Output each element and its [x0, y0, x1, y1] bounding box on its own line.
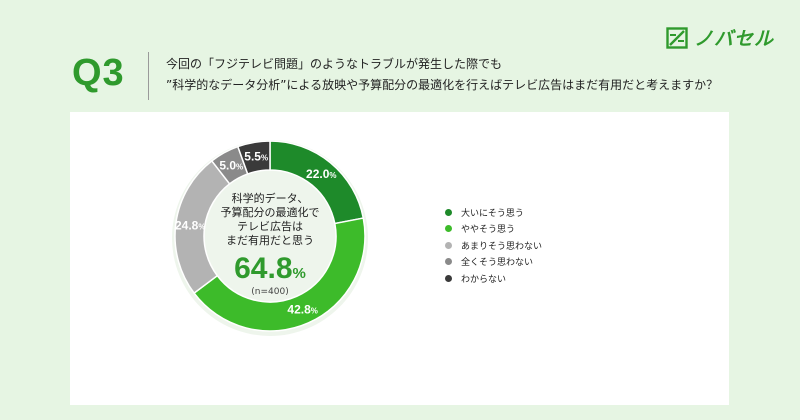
slice-value-label-2: 42.8%: [287, 303, 317, 317]
slice-value-label-4: 5.0%: [219, 158, 243, 172]
center-label-line3: テレビ広告は: [237, 220, 303, 233]
question-number: Q3: [72, 52, 125, 94]
center-value-number: 64.8: [234, 252, 293, 285]
question-text-line1: 今回の「フジテレビ問題」のようなトラブルが発生した際でも: [166, 57, 503, 71]
brand-name: ノバセル: [694, 28, 775, 50]
donut-slice-2: [193, 217, 366, 332]
legend-item-3: あまりそう思わない: [445, 237, 542, 253]
legend-label: 全くそう思わない: [461, 258, 534, 268]
legend-item-2: ややそう思う: [445, 221, 542, 237]
legend-swatch: [445, 274, 452, 282]
center-sample-size: (n=400): [251, 287, 289, 297]
center-value: 64.8%: [190, 252, 350, 286]
center-label-line2: 予算配分の最適化で: [220, 206, 320, 219]
legend-swatch: [445, 258, 452, 265]
center-value-unit: %: [292, 265, 306, 282]
legend-swatch: [445, 225, 452, 232]
slice-value-label-1: 22.0%: [306, 167, 336, 181]
chart-card: 22.0% 42.8% 24.8% 5.0% 5.5% 大いにそう思う ややそう思うあまり…: [70, 112, 729, 405]
question-text-line2: ”科学的なデータ分析”による放映や予算配分の最適化を行えばテレビ広告はまだ有用だ…: [166, 78, 719, 92]
slice-value-label-3: 24.8%: [175, 218, 205, 232]
brand-logo: ノバセル: [666, 24, 774, 51]
brand-logo-icon: [666, 26, 688, 49]
donut-chart: 22.0% 42.8% 24.8% 5.0%5.5%: [172, 140, 368, 336]
legend-item-5: わからない: [445, 270, 542, 286]
question-divider: [148, 52, 149, 100]
center-label-line1: 科学的データ、: [231, 192, 309, 205]
chart-legend: 大いにそう思う ややそう思うあまりそう思わない 全くそう思わない わからない: [445, 204, 542, 287]
legend-item-1: 大いにそう思う: [445, 204, 542, 220]
legend-item-4: 全くそう思わない: [445, 254, 542, 270]
legend-swatch: [445, 208, 452, 216]
donut-center-summary: 科学的データ、 予算配分の最適化で テレビ広告は まだ有用だと思う 64.8% …: [190, 192, 350, 297]
legend-label: あまりそう思わない: [461, 241, 543, 252]
legend-swatch: [445, 241, 452, 249]
legend-label: わからない: [461, 274, 507, 285]
center-label-line4: まだ有用だと思う: [226, 234, 314, 247]
slice-value-label-5: 5.5%: [244, 150, 268, 164]
legend-label: 大いにそう思う: [461, 208, 524, 219]
donut-slice-5: [236, 140, 271, 175]
legend-label: ややそう思う: [461, 225, 516, 235]
